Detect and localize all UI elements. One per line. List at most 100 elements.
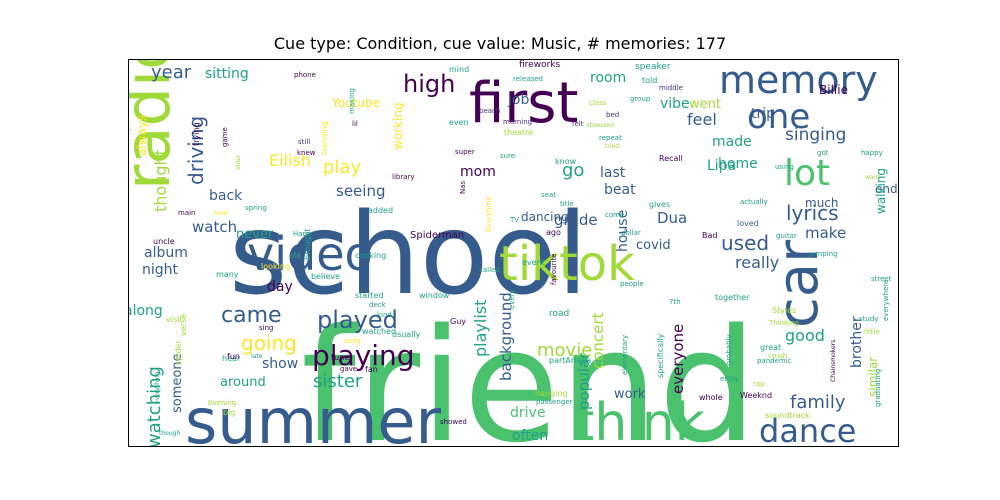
word-bed: bed [606,111,619,119]
word-spiderman: Spiderman [410,230,464,241]
word-looking: looking [261,262,290,271]
word-used: used [721,231,769,255]
word-together: together [715,293,750,302]
word-never: never [236,227,274,242]
word-middle: middle [659,84,683,92]
word-sister: sister [313,371,363,392]
word-trying: trying [192,122,201,146]
word-recall: Recall [659,154,683,163]
word-game: game [221,127,229,147]
figure-title: Cue type: Condition, cue value: Music, #… [273,34,727,53]
word-graduating: graduating [874,369,882,407]
word-old: old [290,252,301,260]
word-end: end [875,182,898,196]
word-vibe: vibe [660,96,690,112]
word-walking: walking [874,168,888,214]
word-video: video [247,227,373,281]
word-much: much [805,196,839,210]
word-point: point [129,113,131,131]
word-main: main [178,209,196,217]
word-playing: playing [312,339,415,372]
word-going: going [241,331,297,355]
word-dua: Dua [657,209,687,227]
word-everyone: everyone [669,324,687,394]
word-loved: loved [737,219,759,228]
word-high: high [403,70,455,98]
word-repeat: repeat [599,134,622,142]
word-soundtrack: soundtrack [765,411,810,420]
word-brother: brother [849,316,865,368]
word-album: album [144,245,188,261]
word-seat: seat [541,191,556,199]
word-friend: friend [301,295,757,446]
word-made: made [712,134,752,150]
word-want: want [865,174,880,181]
word-still: still [298,138,310,146]
word-morning: morning [503,118,532,126]
word-one: one [747,97,810,137]
word-work: work [614,387,646,402]
word-showed: showed [440,418,467,426]
word-fan: fan [365,365,378,374]
word-visit: visit [166,315,182,324]
word-sang: sang [344,337,361,345]
word-make: make [805,224,846,242]
word-working: working [391,102,405,150]
word-fun: fun [227,352,240,361]
word-think: think [574,393,705,446]
word-driving: driving [184,116,208,185]
word-probably: probably [725,334,733,365]
word-memory: memory [719,60,878,102]
word-chainsmokers: Chainsmokers [830,340,837,382]
word-rap: rap [753,380,765,388]
word-class: class [589,99,607,107]
word-dance: dance [759,412,856,446]
word-year: year [151,62,192,83]
word-super: super [455,148,475,156]
word-someone: someone [170,353,185,413]
word-called: called [479,266,500,274]
word-released: released [513,75,543,83]
word-know: know [555,157,577,166]
word-uncle: uncle [153,237,175,246]
word-tv: TV [509,216,519,224]
word-family: family [790,392,846,413]
word-home: home [718,156,758,172]
word-trending: trending [320,121,329,155]
word-billie: Billie [819,83,848,97]
word-really: really [735,253,779,272]
word-nas: Nas [459,180,467,194]
word-brought: brought [303,229,312,260]
word-along: along [129,303,163,319]
word-movie: movie [537,340,592,361]
word-actually: actually [740,198,768,206]
word-summer: summer [185,385,442,446]
word-library: library [392,173,415,181]
word-phone: phone [294,71,316,79]
word-bowl: bowl [214,210,228,217]
word-enjoy: enjoy [720,375,739,383]
word-everytime: Everytime [485,196,493,232]
word-house: house [615,210,631,252]
word-trip: trip [751,106,775,122]
word-window: window [419,291,450,300]
word-knew: knew [297,149,316,157]
word-whole: whole [699,393,723,402]
word-go: go [562,160,584,181]
word-spider: spider [174,340,183,365]
word-spring: spring [245,204,267,212]
word-day: day [267,279,293,295]
word-older: older [235,154,242,170]
word-specifically: specifically [656,333,665,378]
word-dollar: dollar [621,229,641,237]
word-ago: ago [546,228,561,237]
word-job: job [507,92,529,108]
word-good: good [785,326,825,345]
word-late: late [251,353,263,360]
word-play: play [323,157,361,178]
word-always: always [135,115,149,156]
word-cooking: cooking [355,251,386,260]
word-sure: sure [500,152,515,160]
